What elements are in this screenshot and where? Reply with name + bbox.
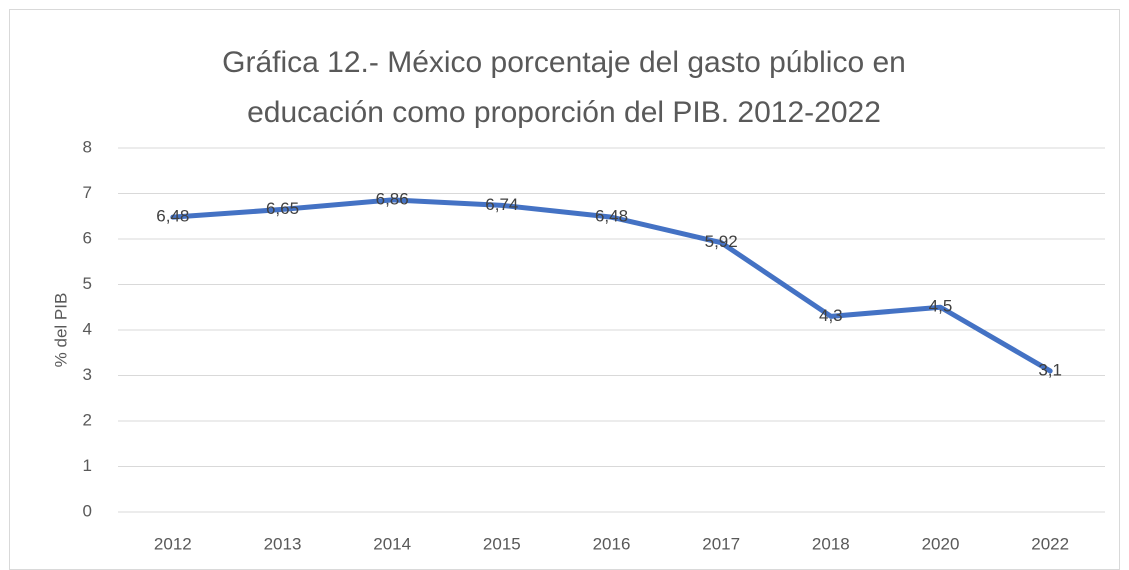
data-label: 6,48 <box>156 207 189 226</box>
x-tick-label: 2015 <box>483 534 521 553</box>
y-axis-label: % del PIB <box>51 293 70 368</box>
y-tick-label: 8 <box>83 137 92 156</box>
chart-title: Gráfica 12.- México porcentaje del gasto… <box>222 46 906 129</box>
data-label: 6,48 <box>595 207 628 226</box>
y-tick-label: 1 <box>83 456 92 475</box>
x-tick-label: 2020 <box>922 534 960 553</box>
y-tick-label: 0 <box>83 501 92 520</box>
data-label: 5,92 <box>705 232 738 251</box>
data-label: 4,5 <box>929 297 953 316</box>
data-label: 6,65 <box>266 199 299 218</box>
y-tick-label: 7 <box>83 183 92 202</box>
x-tick-label: 2018 <box>812 534 850 553</box>
y-tick-label: 3 <box>83 365 92 384</box>
y-tick-label: 4 <box>83 319 92 338</box>
data-label: 3,1 <box>1038 360 1062 379</box>
y-tick-label: 6 <box>83 228 92 247</box>
y-tick-label: 5 <box>83 274 92 293</box>
x-tick-label: 2017 <box>702 534 740 553</box>
x-tick-label: 2012 <box>154 534 192 553</box>
data-label: 6,74 <box>485 195 518 214</box>
x-tick-label: 2016 <box>593 534 631 553</box>
data-label: 4,3 <box>819 306 843 325</box>
data-line <box>170 197 1053 374</box>
y-tick-label: 2 <box>83 410 92 429</box>
x-tick-label: 2014 <box>373 534 411 553</box>
x-tick-label: 2013 <box>264 534 302 553</box>
data-label: 6,86 <box>376 189 409 208</box>
x-tick-label: 2022 <box>1031 534 1069 553</box>
